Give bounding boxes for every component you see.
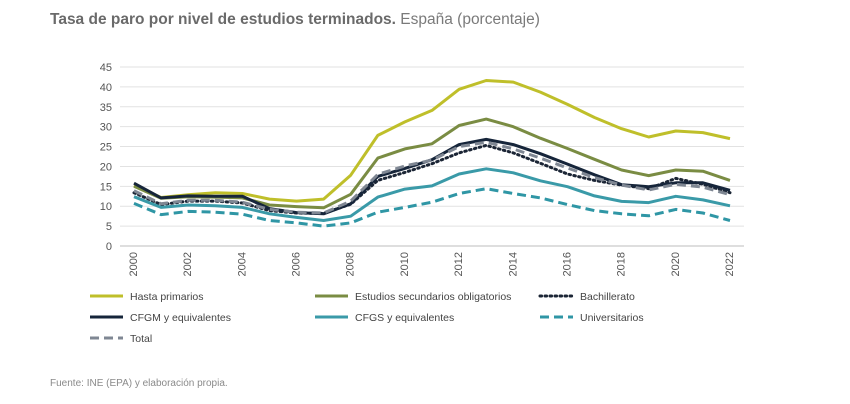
series-lines — [132, 79, 732, 228]
x-axis-ticks: 2000 2002 2004 2006 2008 2010 2012 2014 2016 2018… — [128, 252, 736, 276]
x-tick-label: 2016 — [561, 252, 573, 276]
legend-label: Estudios secundarios obligatorios — [355, 291, 511, 303]
x-tick-label: 2010 — [399, 252, 411, 276]
x-tick-label: 2012 — [453, 252, 465, 276]
legend-label: Universitarios — [580, 312, 644, 324]
x-tick-label: 2022 — [724, 252, 736, 276]
y-tick-label: 45 — [100, 62, 112, 74]
y-tick-label: 15 — [100, 181, 112, 193]
chart-title: Tasa de paro por nivel de estudios termi… — [50, 11, 540, 29]
y-axis-ticks: 0 5 10 15 20 25 30 35 40 45 — [100, 62, 112, 253]
legend-label: Bachillerato — [580, 291, 635, 303]
series-line — [133, 167, 731, 222]
y-tick-label: 40 — [100, 82, 112, 94]
x-tick-label: 2000 — [128, 252, 140, 276]
x-tick-label: 2002 — [182, 252, 194, 276]
legend-label: Hasta primarios — [130, 291, 204, 303]
x-tick-label: 2014 — [507, 252, 519, 276]
legend: Hasta primarios Estudios secundarios obli… — [90, 291, 644, 345]
y-tick-label: 5 — [106, 221, 112, 233]
y-tick-label: 10 — [100, 201, 112, 213]
chart-subtitle: España (porcentaje) — [400, 11, 540, 28]
x-tick-label: 2004 — [236, 252, 248, 276]
series-line — [133, 140, 731, 215]
legend-label: Total — [130, 333, 152, 345]
y-tick-label: 0 — [106, 241, 112, 253]
source-note: Fuente: INE (EPA) y elaboración propia. — [50, 378, 228, 389]
y-tick-label: 25 — [100, 142, 112, 154]
x-tick-label: 2020 — [670, 252, 682, 276]
y-tick-label: 30 — [100, 122, 112, 134]
series-line — [133, 79, 731, 203]
chart-title-main: Tasa de paro por nivel de estudios termi… — [50, 11, 396, 28]
legend-label: CFGS y equivalentes — [355, 312, 454, 324]
y-tick-label: 35 — [100, 102, 112, 114]
y-tick-label: 20 — [100, 161, 112, 173]
legend-label: CFGM y equivalentes — [130, 312, 231, 324]
x-tick-label: 2018 — [616, 252, 628, 276]
series-line — [133, 187, 731, 228]
x-tick-label: 2008 — [345, 252, 357, 276]
x-tick-label: 2006 — [291, 252, 303, 276]
gridlines — [120, 66, 744, 247]
